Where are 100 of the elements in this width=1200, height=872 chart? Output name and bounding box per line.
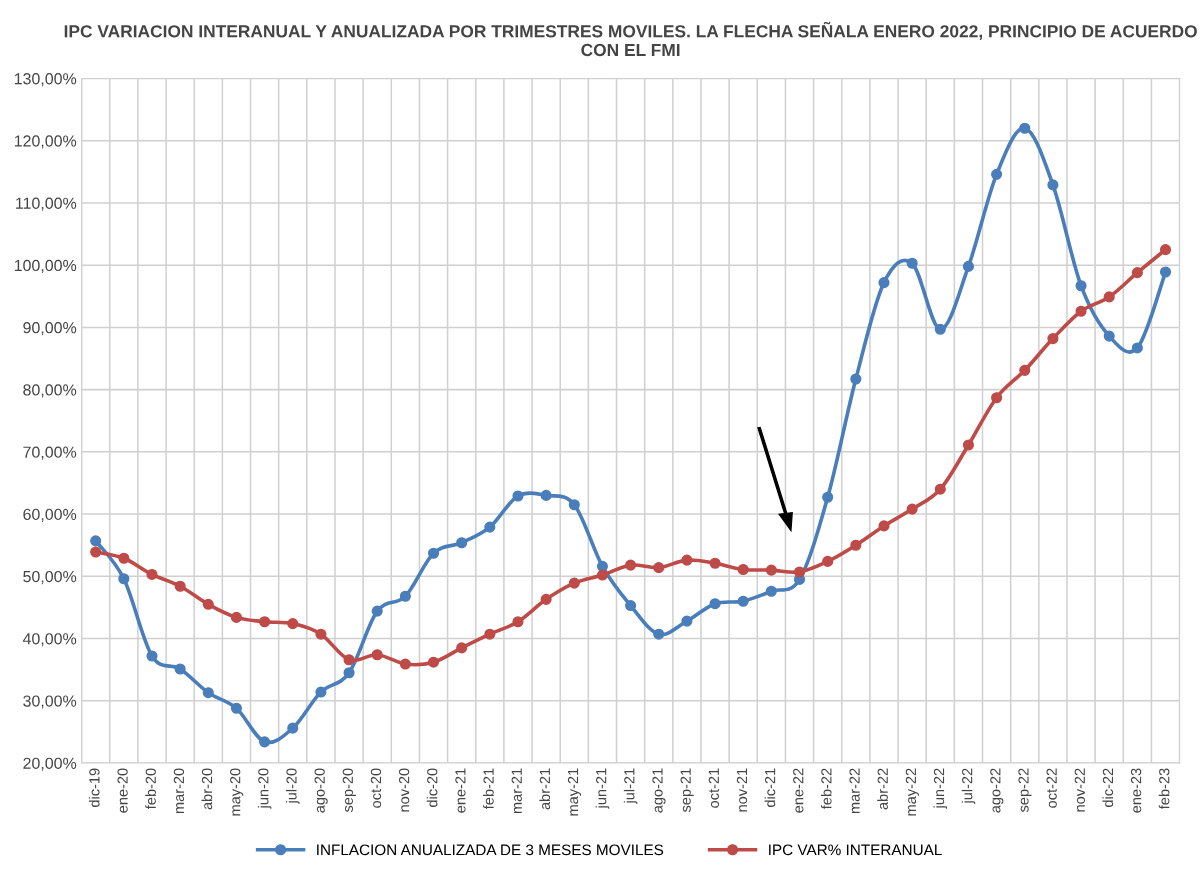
x-tick-label: mar-20 (173, 768, 185, 814)
x-tick-label: dic-19 (88, 768, 100, 807)
point (230, 611, 243, 623)
point (118, 552, 130, 564)
point (765, 585, 777, 597)
x-tick-label: feb-22 (820, 768, 832, 809)
point (456, 537, 468, 549)
point (1075, 305, 1087, 317)
x-tick-label: jul-21 (623, 768, 638, 804)
x-tick-label: nov-20 (398, 768, 410, 812)
x-tick-label: jun-22 (933, 768, 948, 809)
point (259, 616, 271, 628)
x-tick-label: abr-20 (201, 768, 213, 810)
x-tick-label: feb-20 (145, 768, 156, 809)
legend-label: IPC VAR% INTERANUAL (769, 844, 942, 856)
x-tick-label: mar-22 (849, 768, 860, 814)
point (202, 598, 214, 610)
point (850, 373, 862, 385)
point (1103, 291, 1115, 303)
point (625, 600, 637, 612)
point (737, 563, 749, 576)
y-tick-label: 20,00% (23, 757, 77, 771)
legend-label: INFLACION ANUALIZADA DE 3 MESES MOVILES (317, 844, 664, 856)
point (822, 491, 834, 503)
point (399, 658, 411, 670)
x-tick-label: oct-22 (1046, 768, 1057, 808)
point (1159, 266, 1172, 278)
point (1075, 280, 1087, 292)
point (709, 598, 721, 610)
x-tick-label: nov-21 (736, 768, 748, 812)
x-tick-label: may-20 (230, 768, 244, 816)
point (456, 642, 468, 654)
point (850, 539, 862, 551)
point (512, 616, 524, 628)
x-tick-label: jul-20 (285, 768, 300, 804)
point (343, 654, 355, 666)
point (568, 577, 580, 589)
x-tick-label: ago-22 (990, 768, 1004, 813)
point (1159, 244, 1172, 256)
x-tick-label: may-22 (905, 768, 919, 816)
point (653, 562, 665, 574)
point (399, 590, 411, 602)
point (793, 566, 806, 578)
y-tick-label: 80,00% (23, 384, 77, 398)
x-tick-label: oct-20 (370, 768, 382, 808)
x-tick-label: jun-21 (595, 768, 610, 809)
point (596, 569, 609, 581)
x-tick-label: sep-21 (680, 768, 694, 813)
point (737, 595, 749, 607)
point (118, 573, 130, 585)
point (625, 559, 637, 571)
y-tick-label: 40,00% (22, 633, 77, 647)
point (371, 605, 383, 617)
point (540, 593, 552, 605)
y-tick-label: 50,00% (23, 570, 77, 585)
point (427, 547, 440, 559)
point (484, 628, 496, 640)
x-tick-label: dic-21 (764, 768, 776, 807)
x-tick-label: dic-20 (426, 768, 438, 807)
point (371, 649, 383, 661)
y-tick-label: 110,00% (16, 197, 77, 211)
point (540, 489, 552, 501)
point (934, 323, 946, 335)
point (1131, 342, 1143, 354)
point (146, 650, 158, 662)
point (146, 568, 158, 581)
y-tick-label: 130,00% (14, 73, 77, 87)
point (878, 520, 890, 532)
x-tick-label: abr-21 (539, 768, 551, 810)
point (427, 656, 440, 668)
point (906, 503, 918, 515)
point (822, 555, 834, 567)
point (1103, 330, 1115, 342)
point (174, 580, 186, 592)
x-tick-label: jun-20 (257, 768, 272, 809)
y-tick-label: 70,00% (23, 446, 77, 460)
point (878, 277, 890, 289)
x-tick-label: sep-22 (1018, 768, 1032, 813)
point (315, 686, 327, 698)
x-tick-label: oct-21 (708, 768, 719, 808)
point (287, 722, 299, 734)
point (1131, 267, 1143, 279)
point (962, 260, 975, 272)
chart-title: IPC VARIACION INTERANUAL Y ANUALIZADA POR TRIMESTRES MOVILES. LA FLECHA SEÑALA ENERO 2022, PRINCIPIO DE ACUERDO CON EL FMI (64, 21, 1197, 57)
x-tick-label: feb-21 (483, 768, 494, 809)
point (484, 521, 496, 533)
x-tick-label: feb-23 (1158, 768, 1170, 809)
point (765, 564, 777, 576)
x-tick-label: dic-22 (1102, 768, 1114, 807)
point (1047, 179, 1059, 191)
x-tick-label: ene-22 (793, 768, 804, 813)
x-tick-label: jul-22 (961, 768, 976, 804)
point (906, 257, 918, 269)
y-tick-label: 120,00% (14, 135, 77, 149)
point (174, 663, 186, 675)
x-tick-label: ene-23 (1130, 768, 1142, 813)
point (991, 168, 1003, 180)
x-tick-label: abr-22 (877, 768, 888, 810)
point (1047, 333, 1059, 345)
point (934, 483, 946, 495)
